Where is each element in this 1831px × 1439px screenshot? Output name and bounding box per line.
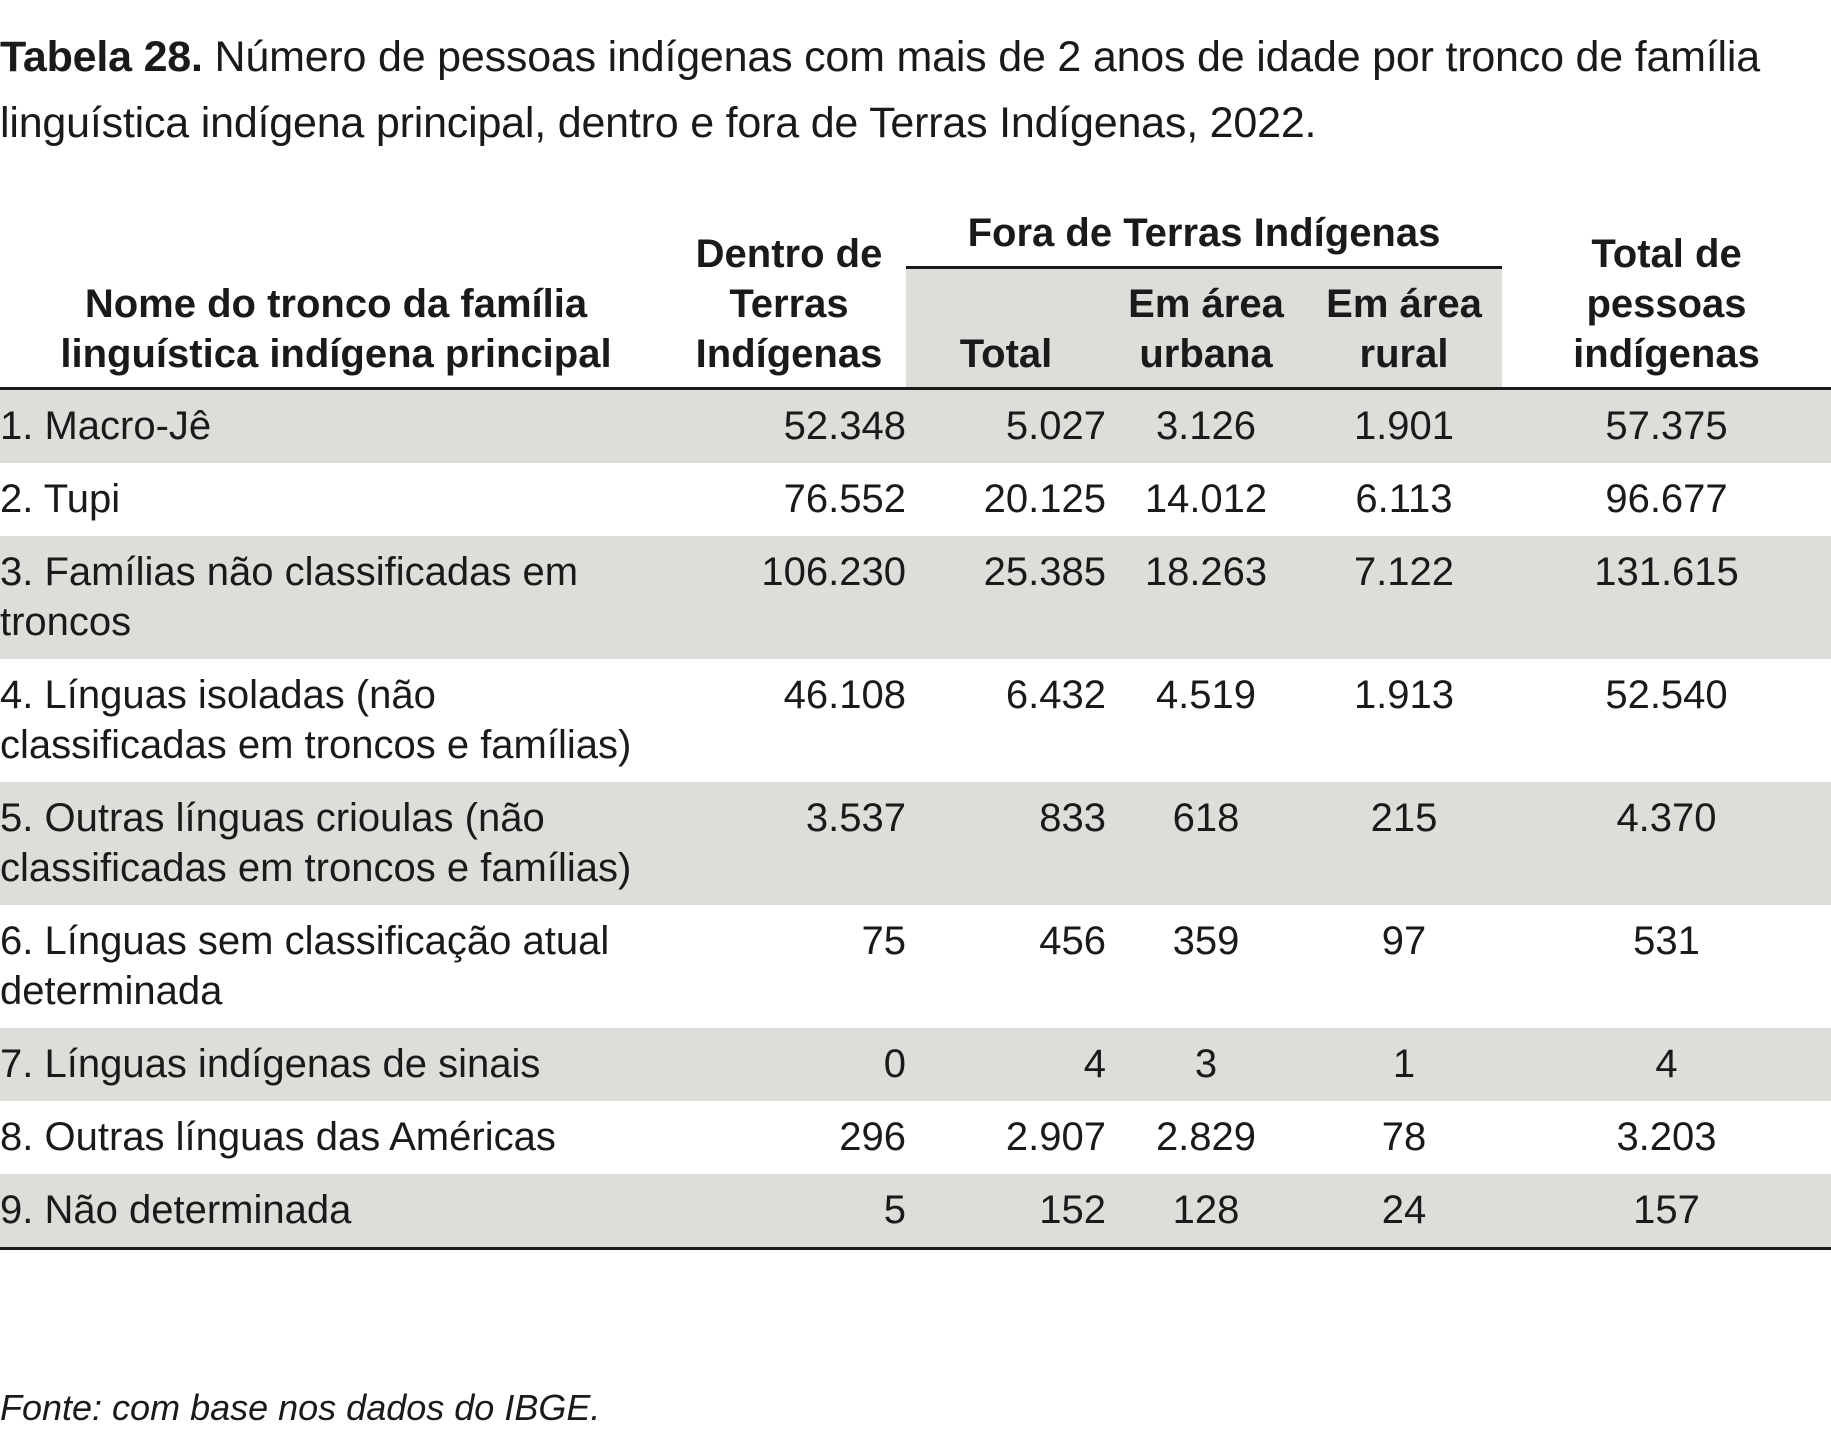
- table-row: 9. Não determinada 5 152 128 24 157: [0, 1174, 1831, 1250]
- row-name: 9. Não determinada: [0, 1174, 672, 1250]
- header-outside-urban: Em área urbana: [1106, 267, 1306, 390]
- table-caption: Tabela 28. Número de pessoas indígenas c…: [0, 24, 1800, 156]
- header-outside-total: Total: [906, 267, 1106, 390]
- row-inside: 46.108: [783, 673, 906, 717]
- row-name: 6. Línguas sem classificação atual deter…: [0, 919, 610, 1013]
- row-total: 531: [1633, 919, 1700, 963]
- table-row: 3. Famílias não classificadas em troncos…: [0, 536, 1831, 659]
- row-urban: 14.012: [1144, 477, 1268, 521]
- row-rural: 1.901: [1306, 388, 1502, 463]
- row-total: 3.203: [1616, 1115, 1717, 1159]
- row-rural: 78: [1381, 1115, 1427, 1159]
- row-total: 131.615: [1502, 536, 1831, 659]
- row-name: 4. Línguas isoladas (não classificadas e…: [0, 673, 632, 767]
- table-row: 1. Macro-Jê 52.348 5.027 3.126 1.901 57.…: [0, 388, 1831, 463]
- table-caption-label: Tabela 28.: [0, 33, 203, 81]
- row-inside: 0: [672, 1028, 906, 1101]
- row-rural: 1.913: [1353, 673, 1455, 717]
- header-outside-group: Fora de Terras Indígenas: [906, 200, 1502, 269]
- indigenous-language-table: Nome do tronco da família linguística in…: [0, 200, 1831, 1250]
- row-inside: 3.537: [672, 782, 906, 905]
- row-inside: 5: [672, 1174, 906, 1250]
- row-rural: 7.122: [1306, 536, 1502, 659]
- header-total: Total de pessoas indígenas: [1502, 200, 1831, 390]
- table-row: 7. Línguas indígenas de sinais 0 4 3 1 4: [0, 1028, 1831, 1101]
- row-name: 5. Outras línguas crioulas (não classifi…: [0, 782, 672, 905]
- row-inside: 75: [861, 919, 907, 963]
- row-name: 7. Línguas indígenas de sinais: [0, 1028, 672, 1101]
- row-inside: 76.552: [783, 477, 906, 521]
- header-outside-rural: Em área rural: [1306, 267, 1502, 390]
- table-row: 4. Línguas isoladas (não classificadas e…: [0, 659, 1831, 782]
- row-total: 4.370: [1502, 782, 1831, 905]
- row-name: 1. Macro-Jê: [0, 388, 672, 463]
- row-total: 157: [1502, 1174, 1831, 1250]
- row-outside-total: 4: [906, 1028, 1106, 1101]
- row-urban: 359: [1172, 919, 1240, 963]
- row-outside-total: 2.907: [1005, 1115, 1106, 1159]
- row-outside-total: 456: [1039, 919, 1106, 963]
- row-name: 2. Tupi: [0, 477, 121, 521]
- row-urban: 618: [1106, 782, 1306, 905]
- row-outside-total: 25.385: [906, 536, 1106, 659]
- source-note: Fonte: com base nos dados do IBGE.: [0, 1387, 601, 1428]
- row-rural: 97: [1381, 919, 1427, 963]
- row-outside-total: 20.125: [983, 477, 1106, 521]
- row-outside-total: 6.432: [1005, 673, 1106, 717]
- table-row: 8. Outras línguas das Américas 296 2.907…: [0, 1101, 1831, 1174]
- row-rural: 215: [1306, 782, 1502, 905]
- row-rural: 6.113: [1355, 477, 1453, 521]
- row-outside-total: 5.027: [906, 388, 1106, 463]
- row-inside: 106.230: [672, 536, 906, 659]
- row-inside: 52.348: [672, 388, 906, 463]
- row-total: 52.540: [1605, 673, 1728, 717]
- header-inside: Dentro de Terras Indígenas: [672, 200, 906, 390]
- row-name: 8. Outras línguas das Américas: [0, 1115, 556, 1159]
- row-outside-total: 152: [906, 1174, 1106, 1250]
- row-name: 3. Famílias não classificadas em troncos: [0, 536, 672, 659]
- table-row: 5. Outras línguas crioulas (não classifi…: [0, 782, 1831, 905]
- row-urban: 128: [1106, 1174, 1306, 1250]
- row-urban: 4.519: [1155, 673, 1257, 717]
- row-urban: 3: [1106, 1028, 1306, 1101]
- row-total: 57.375: [1502, 388, 1831, 463]
- row-total: 96.677: [1605, 477, 1728, 521]
- row-urban: 18.263: [1106, 536, 1306, 659]
- row-urban: 3.126: [1106, 388, 1306, 463]
- table-row: 2. Tupi 76.552 20.125 14.012 6.113 96.67…: [0, 463, 1831, 536]
- row-rural: 24: [1306, 1174, 1502, 1250]
- table-row: 6. Línguas sem classificação atual deter…: [0, 905, 1831, 1028]
- row-urban: 2.829: [1155, 1115, 1257, 1159]
- row-inside: 296: [839, 1115, 906, 1159]
- table-caption-text: Número de pessoas indígenas com mais de …: [0, 33, 1760, 147]
- row-outside-total: 833: [906, 782, 1106, 905]
- row-total: 4: [1502, 1028, 1831, 1101]
- row-rural: 1: [1306, 1028, 1502, 1101]
- header-name: Nome do tronco da família linguística in…: [0, 200, 672, 390]
